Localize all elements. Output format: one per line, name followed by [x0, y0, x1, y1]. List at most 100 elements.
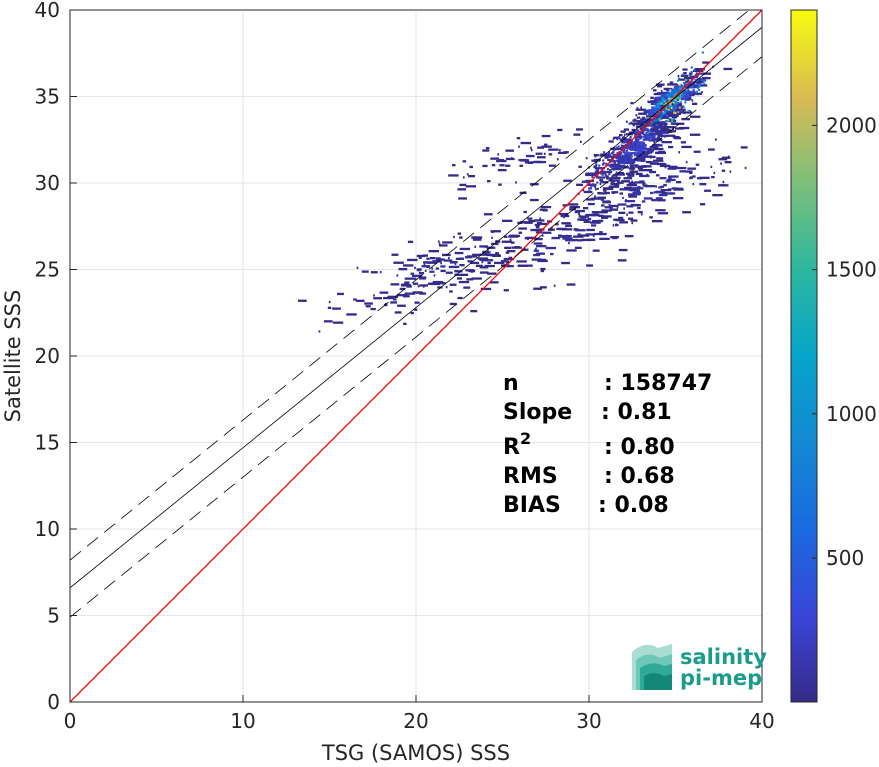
heatmap-cell — [482, 164, 488, 168]
heatmap-cell — [390, 283, 400, 286]
heatmap-cell — [721, 169, 726, 172]
heatmap-cell — [681, 118, 691, 121]
heatmap-cell — [690, 176, 692, 179]
heatmap-cell — [623, 149, 626, 152]
heatmap-cell — [414, 277, 417, 280]
heatmap-cell — [660, 115, 663, 118]
heatmap-cell — [603, 170, 606, 173]
heatmap-cell — [575, 229, 586, 232]
heatmap-cell — [635, 130, 638, 133]
heatmap-cell — [471, 270, 473, 273]
heatmap-cell — [361, 270, 369, 273]
heatmap-cell — [383, 296, 394, 300]
heatmap-cell — [596, 176, 606, 179]
stat-value-r2: : 0.80 — [604, 435, 675, 460]
heatmap-cell — [449, 302, 457, 306]
heatmap-cell — [668, 177, 672, 180]
heatmap-cell — [635, 114, 638, 117]
stat-label-n: n — [503, 371, 519, 396]
heatmap-cell — [583, 207, 589, 210]
heatmap-cell — [526, 236, 537, 239]
heatmap-cell — [437, 286, 443, 289]
heatmap-cell — [594, 188, 597, 191]
heatmap-cell — [667, 130, 677, 133]
heatmap-cell — [643, 111, 654, 114]
heatmap-cell — [500, 260, 507, 263]
heatmap-cell — [574, 246, 582, 249]
heatmap-cell — [458, 280, 470, 284]
heatmap-cell — [677, 86, 686, 89]
heatmap-cell — [612, 174, 618, 177]
heatmap-cell — [611, 167, 622, 171]
heatmap-cell — [647, 149, 654, 152]
heatmap-cell — [647, 128, 650, 131]
heatmap-cell — [370, 307, 376, 311]
heatmap-cell — [516, 137, 521, 140]
heatmap-cell — [398, 268, 408, 271]
heatmap-cell — [448, 256, 450, 260]
heatmap-cell — [640, 213, 643, 216]
heatmap-cell — [634, 132, 637, 135]
heatmap-cell — [636, 116, 641, 119]
heatmap-cell — [391, 253, 399, 256]
heatmap-cell — [610, 236, 619, 239]
heatmap-cell — [628, 193, 635, 196]
heatmap-cell — [645, 134, 656, 137]
heatmap-cell — [617, 203, 627, 206]
heatmap-cell — [661, 123, 663, 127]
heatmap-cell — [697, 78, 700, 81]
heatmap-cell — [637, 206, 641, 210]
heatmap-cell — [641, 200, 646, 203]
heatmap-cell — [686, 92, 692, 95]
heatmap-cell — [502, 219, 513, 222]
heatmap-cell — [700, 203, 706, 206]
heatmap-cell — [609, 165, 619, 168]
heatmap-cell — [629, 146, 632, 149]
heatmap-cell — [561, 261, 570, 265]
heatmap-cell — [626, 148, 629, 151]
heatmap-cell — [673, 99, 676, 102]
heatmap-cell — [463, 286, 471, 289]
heatmap-cell — [576, 128, 583, 131]
heatmap-cell — [432, 260, 441, 263]
heatmap-cell — [694, 79, 697, 82]
heatmap-cell — [373, 294, 375, 297]
y-tick-label: 10 — [35, 517, 60, 541]
heatmap-cell — [677, 75, 680, 78]
heatmap-cell — [503, 257, 514, 261]
heatmap-cell — [356, 266, 359, 269]
heatmap-cell — [671, 116, 678, 119]
heatmap-cell — [621, 154, 631, 158]
heatmap-cell — [527, 217, 533, 220]
heatmap-cell — [611, 147, 621, 151]
heatmap-cell — [591, 183, 594, 186]
heatmap-cell — [627, 139, 630, 142]
heatmap-cell — [688, 97, 692, 101]
heatmap-cell — [429, 270, 435, 273]
heatmap-cell — [355, 299, 365, 302]
heatmap-cell — [505, 260, 510, 263]
heatmap-cell — [681, 85, 684, 88]
heatmap-cell — [593, 232, 601, 236]
heatmap-cell — [668, 118, 673, 121]
heatmap-cell — [624, 200, 636, 203]
heatmap-cell — [677, 79, 680, 82]
heatmap-cell — [647, 135, 650, 138]
heatmap-cell — [467, 260, 473, 263]
heatmap-cell — [674, 103, 677, 106]
heatmap-cell — [693, 150, 701, 153]
heatmap-cell — [670, 110, 673, 113]
heatmap-cell — [634, 152, 643, 155]
heatmap-cell — [422, 276, 427, 279]
heatmap-cell — [590, 186, 593, 189]
heatmap-cell — [518, 227, 527, 230]
stat-label-bias: BIAS — [503, 493, 561, 518]
heatmap-cell — [533, 242, 543, 245]
colorbar-ticks: 500 1000 1500 2000 — [812, 113, 877, 570]
heatmap-cell — [479, 258, 487, 261]
heatmap-cell — [477, 257, 489, 260]
heatmap-cell — [426, 261, 437, 264]
heatmap-cell — [615, 156, 618, 159]
heatmap-cell — [660, 189, 672, 192]
heatmap-cell — [718, 158, 728, 161]
